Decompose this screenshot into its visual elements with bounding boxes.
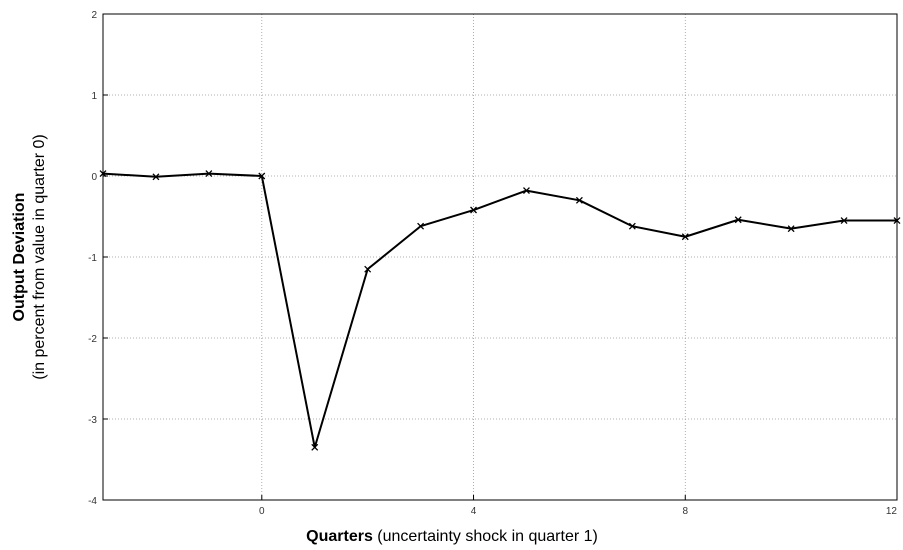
y-tick-label: -3 <box>88 415 97 426</box>
data-point-marker <box>840 217 848 225</box>
data-point-marker <box>523 187 530 195</box>
data-point-marker <box>417 222 425 230</box>
y-axis-subtitle: (in percent from value in quarter 0) <box>31 134 48 379</box>
x-tick-label: 0 <box>259 506 265 517</box>
y-tick-label: 0 <box>91 172 97 183</box>
data-point-marker <box>575 196 583 204</box>
data-point-marker <box>787 225 795 233</box>
x-tick-label: 4 <box>471 506 477 517</box>
data-point-marker <box>152 173 160 181</box>
data-point-marker <box>258 172 266 180</box>
x-axis-title-rest: (uncertainty shock in quarter 1) <box>373 528 598 545</box>
y-tick-label: -1 <box>88 253 97 264</box>
y-tick-label: 2 <box>91 10 97 21</box>
data-point-marker <box>893 217 901 225</box>
grid-lines <box>103 14 897 500</box>
data-point-marker <box>99 170 107 178</box>
x-axis-title: Quarters (uncertainty shock in quarter 1… <box>306 528 598 545</box>
y-tick-label: -4 <box>88 496 97 507</box>
data-point-marker <box>311 443 319 451</box>
data-point-marker <box>628 222 636 230</box>
data-series <box>99 170 901 451</box>
data-point-marker <box>364 265 372 273</box>
x-tick-label: 12 <box>886 506 898 517</box>
plot-area-frame <box>102 13 898 501</box>
series-line <box>102 172 897 449</box>
data-point-marker <box>734 216 742 224</box>
y-axis-title: Output Deviation <box>11 193 28 322</box>
y-tick-label: -2 <box>88 334 97 345</box>
y-tick-label: 1 <box>91 91 97 102</box>
data-point-marker <box>470 206 477 214</box>
x-axis-title-bold: Quarters <box>306 528 373 545</box>
x-tick-label: 8 <box>682 506 688 517</box>
data-point-marker <box>205 170 213 178</box>
data-point-marker <box>681 233 689 241</box>
